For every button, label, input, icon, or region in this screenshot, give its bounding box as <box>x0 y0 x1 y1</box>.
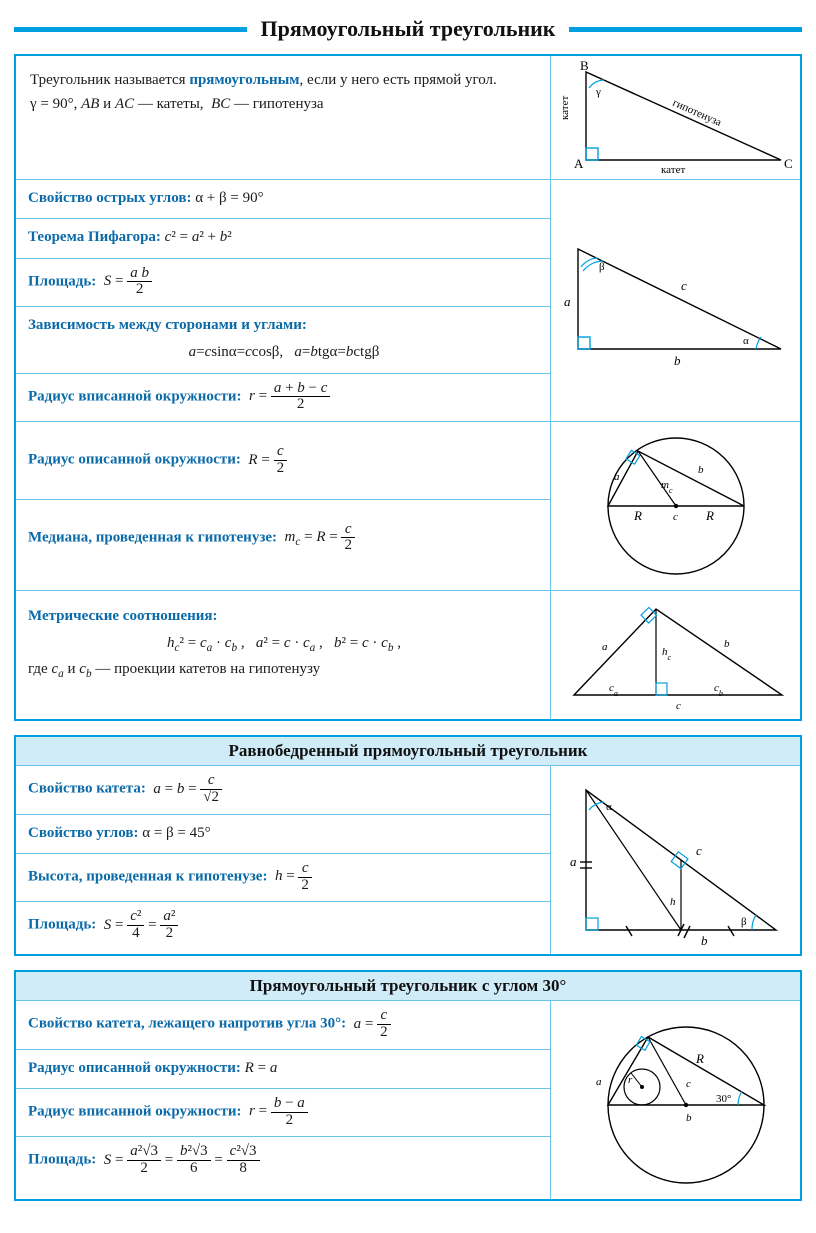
svg-text:B: B <box>580 60 589 73</box>
page: Прямоугольный треугольник Треугольник на… <box>0 0 816 1233</box>
svg-text:c: c <box>673 511 678 523</box>
panel2-title: Равнобедренный прямоугольный треугольник <box>16 737 800 766</box>
panel-isosceles: Равнобедренный прямоугольный треугольник… <box>14 735 802 956</box>
def-line2: γ = 90°, AB и AC — катеты, BC — гипотену… <box>30 96 324 112</box>
p2-row-leg: Свойство катета: a = b = c√2 <box>16 766 550 814</box>
p3-row-r: Радиус вписанной окружности: r = b − a2 <box>16 1088 550 1137</box>
svg-text:γ: γ <box>595 86 601 98</box>
eq-circumradius: R = c2 <box>248 452 287 468</box>
svg-text:30°: 30° <box>716 1093 731 1105</box>
svg-text:c: c <box>686 1078 691 1090</box>
svg-text:b: b <box>698 464 704 476</box>
row-circumradius: Радиус описанной окружности: R = c2 <box>16 422 550 499</box>
fig-isosceles: a b c h α β <box>550 766 800 954</box>
svg-text:α: α <box>606 801 612 813</box>
rule-left <box>14 27 247 32</box>
svg-text:c: c <box>696 843 702 858</box>
svg-text:α: α <box>743 335 749 347</box>
eq-area: S = a b2 <box>104 273 152 289</box>
p3-row-area: Площадь: S = a²√32 = b²√36 = c²√38 <box>16 1136 550 1185</box>
svg-text:b: b <box>674 353 681 368</box>
svg-text:c: c <box>681 278 687 293</box>
svg-text:a: a <box>602 641 608 653</box>
svg-text:β: β <box>599 261 605 273</box>
row-pythagoras: Теорема Пифагора: c² = a² + b² <box>16 218 550 257</box>
panel3-cells: Свойство катета, лежащего напротив угла … <box>16 1001 550 1199</box>
p1d-cells: Метрические соотношения: hc² = ca · cb ,… <box>16 591 550 719</box>
panel2-grid: Свойство катета: a = b = c√2 Свойство уг… <box>16 766 800 954</box>
p2-row-height: Высота, проведенная к гипотенузе: h = c2 <box>16 853 550 902</box>
title-bar: Прямоугольный треугольник <box>14 16 802 42</box>
svg-text:hc: hc <box>662 646 672 662</box>
fig1: A B C гипотенуза катет катет γ <box>550 56 800 179</box>
p1b-cells: Свойство острых углов: α + β = 90° Теоре… <box>16 180 550 421</box>
panel3-grid: Свойство катета, лежащего напротив угла … <box>16 1001 800 1199</box>
svg-text:R: R <box>705 508 714 523</box>
fig-30deg: a b c r R 30° <box>550 1001 800 1199</box>
svg-text:R: R <box>633 508 642 523</box>
p2-row-area: Площадь: S = c²4 = a²2 <box>16 901 550 950</box>
svg-text:a: a <box>570 854 577 869</box>
svg-text:b: b <box>724 638 730 650</box>
svg-text:R: R <box>695 1051 704 1066</box>
def-pre: Треугольник называется <box>30 72 189 88</box>
panel-30deg: Прямоугольный треугольник с углом 30° Св… <box>14 970 802 1201</box>
p1c-cells: Радиус описанной окружности: R = c2 Меди… <box>16 422 550 590</box>
def-term: прямоугольным <box>189 72 299 88</box>
svg-text:C: C <box>784 156 793 171</box>
panel3-title: Прямоугольный треугольник с углом 30° <box>16 972 800 1001</box>
svg-text:r: r <box>628 1074 633 1086</box>
row-acute-angles: Свойство острых углов: α + β = 90° <box>16 180 550 218</box>
row-inradius: Радиус вписанной окружности: r = a + b −… <box>16 373 550 422</box>
note-metric: где ca и cb — проекции катетов на гипоте… <box>28 658 540 683</box>
eq-relations: a=csinα=ccosβ, a=btgα=bctgβ <box>28 341 540 364</box>
p1-group-b: Свойство острых углов: α + β = 90° Теоре… <box>16 179 800 421</box>
svg-text:h: h <box>670 896 676 908</box>
row-median: Медиана, проведенная к гипотенузе: mc = … <box>16 499 550 577</box>
svg-text:a: a <box>596 1076 602 1088</box>
fig4: a b hc ca cb c <box>550 591 800 719</box>
row-relations: Зависимость между сторонами и углами: a=… <box>16 306 550 373</box>
page-title: Прямоугольный треугольник <box>261 16 556 42</box>
panel2-cells: Свойство катета: a = b = c√2 Свойство уг… <box>16 766 550 954</box>
p1-group-c: Радиус описанной окружности: R = c2 Меди… <box>16 421 800 590</box>
svg-text:катет: катет <box>661 164 685 175</box>
p1-def-row: Треугольник называется прямоугольным, ес… <box>16 56 800 179</box>
eq-median: mc = R = c2 <box>285 529 355 545</box>
fig2: a b c β α <box>550 180 800 421</box>
p1-group-d: Метрические соотношения: hc² = ca · cb ,… <box>16 590 800 719</box>
row-area: Площадь: S = a b2 <box>16 258 550 307</box>
svg-text:b: b <box>686 1112 692 1124</box>
fig3: a b mc R R c <box>550 422 800 590</box>
row-metric: Метрические соотношения: hc² = ca · cb ,… <box>16 591 550 697</box>
svg-text:гипотенуза: гипотенуза <box>670 97 722 129</box>
eq-metric: hc² = ca · cb , a² = c · ca , b² = c · c… <box>28 632 540 657</box>
rule-right <box>569 27 802 32</box>
eq-inradius: r = a + b − c2 <box>249 388 330 404</box>
svg-text:a: a <box>564 294 571 309</box>
svg-text:b: b <box>701 933 708 948</box>
p3-row-leg: Свойство катета, лежащего напротив угла … <box>16 1001 550 1049</box>
svg-text:катет: катет <box>559 96 571 120</box>
definition-text: Треугольник называется прямоугольным, ес… <box>16 56 550 179</box>
p3-row-R: Радиус описанной окружности: R = a <box>16 1049 550 1088</box>
svg-text:β: β <box>741 916 747 928</box>
panel-right-triangle: Треугольник называется прямоугольным, ес… <box>14 54 802 721</box>
def-post: , если у него есть прямой угол. <box>300 72 497 88</box>
p2-row-angles: Свойство углов: α = β = 45° <box>16 814 550 853</box>
svg-text:A: A <box>574 156 584 171</box>
svg-text:c: c <box>676 700 681 712</box>
svg-text:a: a <box>614 471 620 483</box>
